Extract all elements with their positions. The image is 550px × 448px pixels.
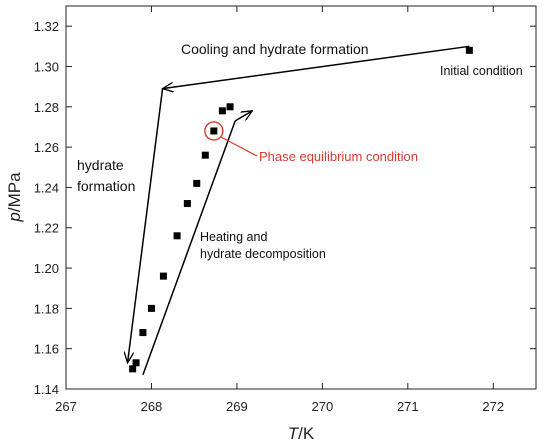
data-point-marker xyxy=(183,200,191,208)
y-tick-label: 1.32 xyxy=(34,19,59,34)
data-point-marker xyxy=(147,304,155,312)
process-path-segment xyxy=(128,88,164,363)
annotation-heating-line1: Heating and xyxy=(200,230,267,244)
y-tick-label: 1.24 xyxy=(34,180,59,195)
data-points-layer xyxy=(129,46,473,373)
data-point-marker xyxy=(132,359,140,367)
x-axis-title: T/K xyxy=(288,424,315,443)
data-point-marker xyxy=(129,365,137,373)
process-path-segment xyxy=(142,120,236,376)
phase-equilibrium-leader-line xyxy=(220,136,258,157)
annotation-phase-equilibrium: Phase equilibrium condition xyxy=(259,149,418,164)
annotation-initial-condition: Initial condition xyxy=(440,64,523,78)
data-point-marker xyxy=(193,179,201,187)
data-point-marker xyxy=(465,46,473,54)
phase-equilibrium-highlight-circle xyxy=(204,121,224,141)
ticks-layer: 267 268 269 270 271 272 1.14 1.16 1.18 1.20 1.22 1.… xyxy=(34,6,536,414)
y-axis-title: p/MPa xyxy=(5,172,24,223)
data-point-marker xyxy=(173,232,181,240)
data-point-marker xyxy=(210,127,218,135)
data-point-marker xyxy=(139,329,147,337)
y-tick-label: 1.16 xyxy=(34,342,59,357)
data-point-marker xyxy=(226,103,234,111)
x-tick-label: 268 xyxy=(141,399,163,414)
y-tick-label: 1.20 xyxy=(34,261,59,276)
x-tick-label: 272 xyxy=(482,399,504,414)
data-point-marker xyxy=(159,272,167,280)
arrow-paths-layer xyxy=(128,45,470,376)
x-tick-label: 271 xyxy=(397,399,419,414)
process-path-segment xyxy=(163,45,470,88)
process-path-segment xyxy=(234,111,252,122)
x-tick-label: 269 xyxy=(226,399,248,414)
y-tick-label: 1.28 xyxy=(34,100,59,115)
y-tick-label: 1.30 xyxy=(34,59,59,74)
plot-frame xyxy=(65,5,537,390)
y-tick-label: 1.22 xyxy=(34,221,59,236)
annotation-hydrate-formation-line1: hydrate xyxy=(77,157,124,173)
annotation-hydrate-formation-line2: formation xyxy=(77,178,135,194)
data-point-marker xyxy=(201,151,209,159)
data-point-marker xyxy=(218,107,226,115)
x-tick-label: 267 xyxy=(55,399,77,414)
annotation-heating-line2: hydrate decomposition xyxy=(200,247,326,261)
x-tick-label: 270 xyxy=(312,399,334,414)
y-tick-label: 1.14 xyxy=(34,382,59,397)
annotation-cooling: Cooling and hydrate formation xyxy=(181,41,369,57)
y-tick-label: 1.26 xyxy=(34,140,59,155)
y-tick-label: 1.18 xyxy=(34,301,59,316)
